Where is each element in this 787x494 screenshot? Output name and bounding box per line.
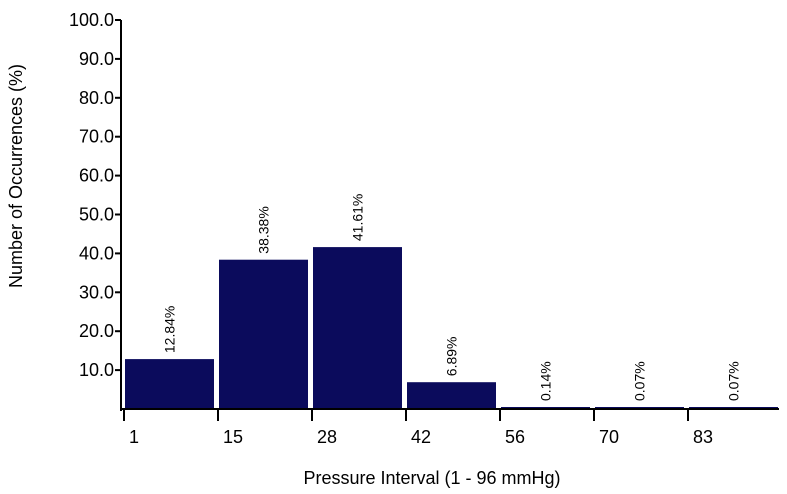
y-tick-label: 60.0 [79,166,114,186]
bar-3 [313,247,402,409]
x-ticks-group: 1 15 28 42 56 70 83 [123,409,713,447]
bar-data-label: 38.38% [256,206,272,253]
bar-1 [125,359,214,409]
x-tick-label: 56 [505,427,525,447]
y-axis-title: Number of Occurrences (%) [6,64,26,288]
x-tick-label: 1 [129,427,139,447]
y-tick-label: 20.0 [79,321,114,341]
bar-data-label: 6.89% [444,336,460,376]
bar-data-label: 12.84% [162,306,178,353]
y-ticks-group: 10.0 20.0 30.0 40.0 50.0 60.0 70.0 80.0 90.0 100.… [69,10,121,380]
y-tick-label: 90.0 [79,49,114,69]
x-axis-title: Pressure Interval (1 - 96 mmHg) [303,468,560,488]
y-tick-label: 40.0 [79,243,114,263]
y-tick-label: 50.0 [79,205,114,225]
bar-data-label: 0.07% [632,361,648,401]
bar-data-label: 0.07% [726,361,742,401]
bar-labels-group: 12.84% 38.38% 41.61% 6.89% 0.14% 0.07% 0.07% [162,194,742,401]
y-tick-label: 30.0 [79,282,114,302]
x-tick-label: 83 [693,427,713,447]
bar-2 [219,259,308,409]
x-tick-label: 28 [317,427,337,447]
y-tick-label: 10.0 [79,360,114,380]
bars-group [125,247,778,409]
bar-data-label: 0.14% [538,361,554,401]
x-tick-label: 70 [599,427,619,447]
y-tick-label: 100.0 [69,10,114,30]
bar-data-label: 41.61% [350,194,366,241]
x-tick-label: 42 [411,427,431,447]
x-tick-label: 15 [223,427,243,447]
y-tick-label: 80.0 [79,88,114,108]
bar-4 [407,382,496,409]
y-tick-label: 70.0 [79,127,114,147]
